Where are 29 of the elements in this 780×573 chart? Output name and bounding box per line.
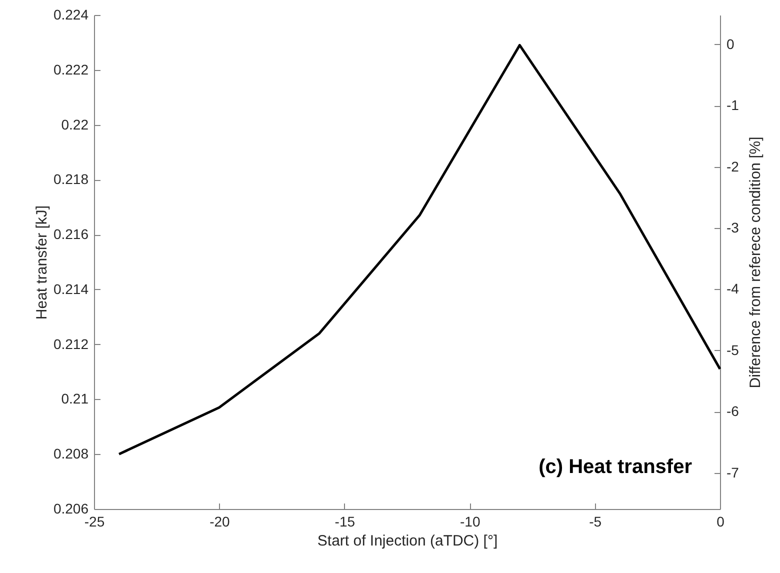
y2-tick-label: 0 — [726, 36, 734, 52]
y-tick-label: 0.216 — [53, 226, 89, 242]
y2-tick-label: -6 — [726, 403, 740, 420]
y-tick-label: 0.208 — [53, 446, 89, 462]
y-axis-title: Heat transfer [kJ] — [33, 205, 50, 320]
y2-tick-label: -2 — [726, 158, 740, 174]
y2-tick-label: -7 — [726, 464, 740, 480]
x-axis-title: Start of Injection (aTDC) [°] — [317, 532, 498, 550]
y-tick-label: 0.214 — [53, 280, 89, 297]
x-tick-label: -5 — [589, 514, 602, 530]
y2-tick-label: -4 — [726, 280, 740, 297]
x-tick-label: -10 — [460, 514, 480, 530]
x-tick-label: -25 — [84, 514, 105, 530]
x-tick-label: -15 — [334, 514, 356, 530]
x-tick-label: -20 — [210, 514, 230, 530]
y-tick-label: 0.206 — [53, 500, 89, 516]
y-tick-label: 0.22 — [61, 116, 89, 132]
x-tick-label: 0 — [716, 514, 725, 530]
y-tick-label: 0.212 — [53, 336, 89, 352]
y-tick-label: 0.21 — [61, 390, 89, 407]
y-tick-label: 0.224 — [53, 6, 89, 22]
y2-tick-label: -5 — [726, 342, 740, 358]
y-tick-label: 0.218 — [53, 171, 89, 188]
y2-tick-label: -1 — [726, 97, 740, 114]
y2-tick-label: -3 — [726, 220, 740, 236]
y-tick-label: 0.222 — [53, 61, 89, 78]
line-series — [118, 44, 722, 456]
y2-axis-title: Difference from referece condition [%] — [746, 136, 764, 388]
annotation: (c) Heat transfer — [538, 456, 692, 478]
